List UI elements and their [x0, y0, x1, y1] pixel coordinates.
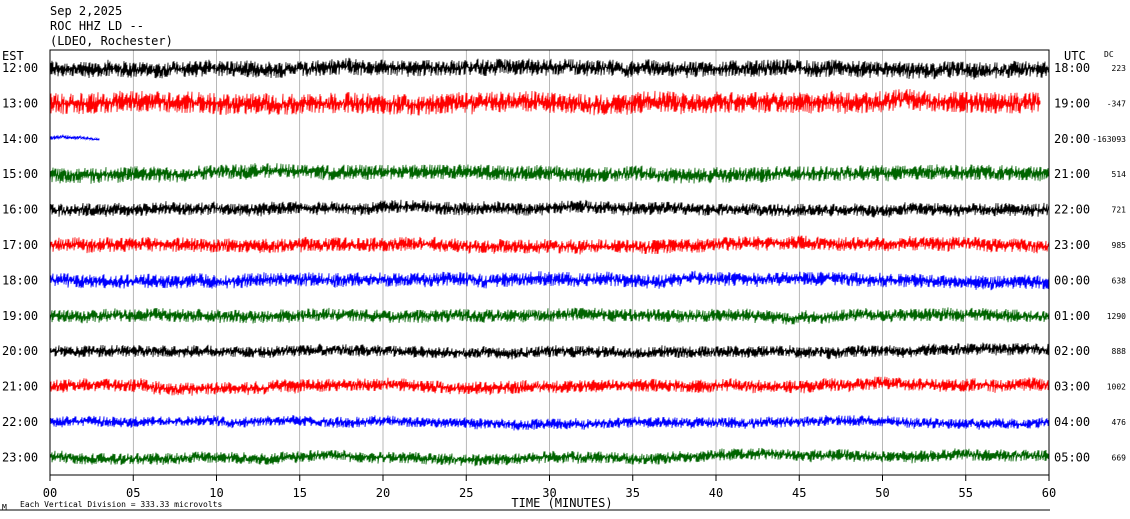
est-axis-label: EST: [2, 49, 24, 63]
utc-label-1800: 18:00: [1054, 61, 1090, 75]
est-label-1300: 13:00: [2, 96, 38, 110]
est-label-1600: 16:00: [2, 203, 38, 217]
est-hour-labels: 12:00 13:00 14:00 15:00 16:00 17:00 18:00 19:00…: [2, 61, 38, 464]
utc-label-0100: 01:00: [1054, 309, 1090, 323]
dc-label-4: 721: [1112, 206, 1127, 215]
utc-label-2300: 23:00: [1054, 238, 1090, 252]
x-tick-label-60: 60: [1042, 486, 1056, 500]
seismic-traces: [49, 57, 1050, 467]
corner-mark: M: [2, 503, 7, 512]
trace-1300: [49, 88, 1041, 116]
utc-label-0200: 02:00: [1054, 344, 1090, 358]
trace-1200: [49, 57, 1050, 80]
dc-label-6: 638: [1112, 276, 1127, 285]
utc-label-0300: 03:00: [1054, 380, 1090, 394]
x-tick-label-30: 30: [542, 486, 556, 500]
trace-1700: [49, 235, 1050, 255]
trace-1600: [49, 199, 1050, 218]
est-label-2200: 22:00: [2, 415, 38, 429]
plot-frame: [49, 49, 1050, 476]
footer-note: Each Vertical Division = 333.33 microvol…: [20, 500, 222, 509]
trace-1400: [49, 134, 100, 141]
x-tick-label-50: 50: [875, 486, 889, 500]
x-tick-label-35: 35: [626, 486, 640, 500]
trace-1900: [49, 307, 1050, 325]
dc-label-3: 514: [1112, 170, 1127, 179]
x-tick-label-10: 10: [209, 486, 223, 500]
header-date: Sep 2,2025: [50, 4, 123, 18]
dc-offset-labels: 223 -347 -163093 514 721 985 638 1290 888 1002 476…: [1092, 64, 1126, 462]
est-label-1900: 19:00: [2, 309, 38, 323]
est-label-1500: 15:00: [2, 167, 38, 181]
dc-label-5: 985: [1112, 241, 1127, 250]
dc-label-0: 223: [1112, 64, 1127, 73]
utc-label-0500: 05:00: [1054, 450, 1090, 464]
dc-label-2: -163093: [1092, 135, 1126, 144]
trace-1800: [49, 270, 1050, 291]
utc-label-0400: 04:00: [1054, 415, 1090, 429]
x-axis-label: TIME (MINUTES): [511, 496, 612, 510]
est-label-2100: 21:00: [2, 380, 38, 394]
trace-2200: [49, 414, 1050, 431]
x-tick-label-55: 55: [959, 486, 973, 500]
utc-axis-label: UTC: [1064, 49, 1086, 63]
utc-label-2200: 22:00: [1054, 203, 1090, 217]
dc-label-1: -347: [1107, 99, 1126, 108]
x-tick-labels: 00 05 10 15 20 25 30 35 40 45 50 55 60: [43, 486, 1056, 500]
dc-axis-label: DC: [1104, 50, 1114, 59]
x-tick-label-20: 20: [376, 486, 390, 500]
x-tick-label-05: 05: [126, 486, 140, 500]
dc-label-7: 1290: [1107, 312, 1126, 321]
dc-label-8: 888: [1112, 347, 1127, 356]
est-label-2300: 23:00: [2, 450, 38, 464]
est-label-1800: 18:00: [2, 273, 38, 287]
x-tick-label-25: 25: [459, 486, 473, 500]
dc-label-11: 669: [1112, 453, 1127, 462]
trace-2300: [49, 447, 1050, 467]
dc-label-9: 1002: [1107, 383, 1126, 392]
est-label-1200: 12:00: [2, 61, 38, 75]
trace-1500: [49, 163, 1050, 184]
utc-label-0000: 00:00: [1054, 273, 1090, 287]
utc-label-2100: 21:00: [1054, 167, 1090, 181]
utc-label-2000: 20:00: [1054, 132, 1090, 146]
x-tick-label-45: 45: [792, 486, 806, 500]
est-label-1400: 14:00: [2, 132, 38, 146]
header-station: ROC HHZ LD --: [50, 19, 144, 33]
header-network: (LDEO, Rochester): [50, 34, 173, 48]
x-tick-label-00: 00: [43, 486, 57, 500]
trace-2000: [49, 342, 1050, 360]
est-label-1700: 17:00: [2, 238, 38, 252]
utc-label-1900: 19:00: [1054, 96, 1090, 110]
x-tick-label-40: 40: [709, 486, 723, 500]
utc-hour-labels: 18:00 19:00 20:00 21:00 22:00 23:00 00:00 01:00…: [1054, 61, 1090, 464]
dc-label-10: 476: [1112, 418, 1127, 427]
x-tick-label-15: 15: [293, 486, 307, 500]
est-label-2000: 20:00: [2, 344, 38, 358]
trace-2100: [49, 376, 1050, 396]
